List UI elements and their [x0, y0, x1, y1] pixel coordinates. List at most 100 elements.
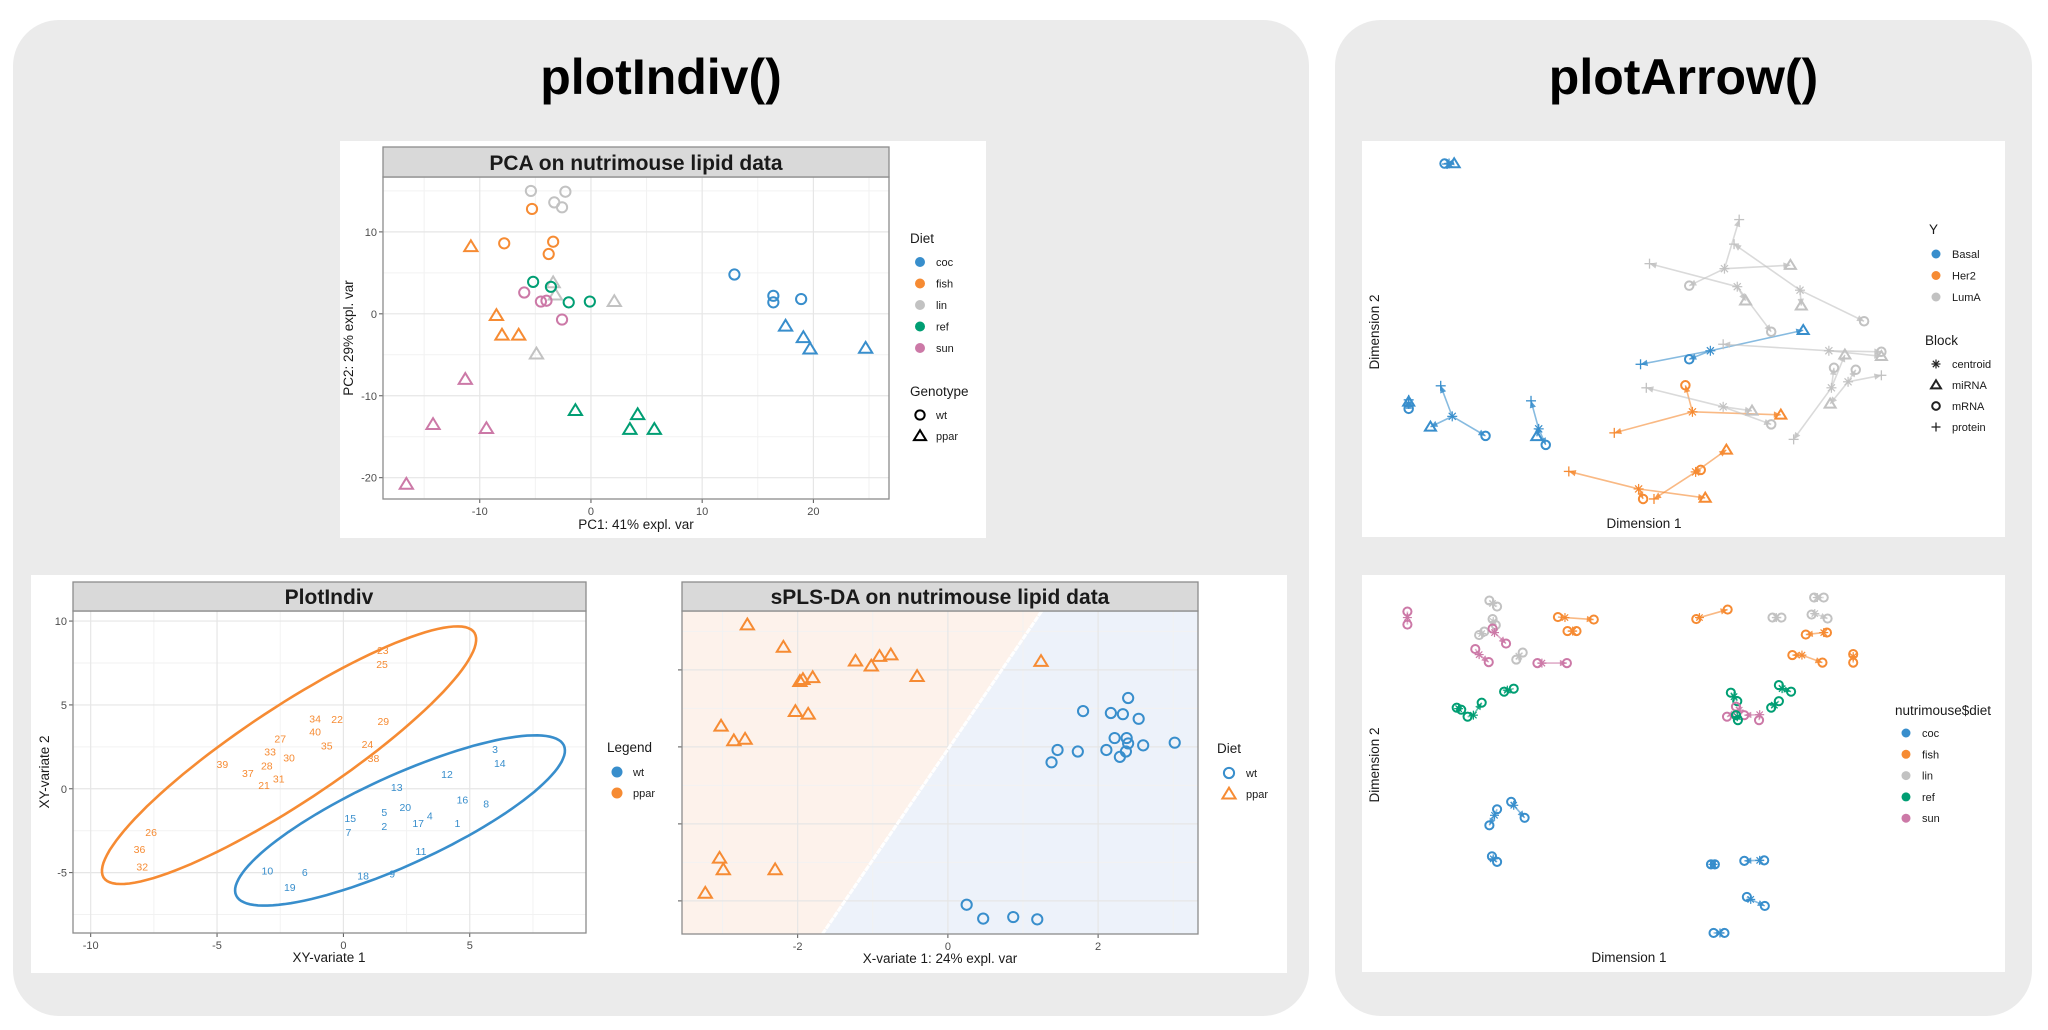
sample-arrows-coc [1506, 796, 1530, 823]
y-tick-label: -5 [57, 868, 67, 880]
asterisk-stroke [1503, 686, 1511, 694]
legend-title-diet: Diet [910, 231, 934, 246]
centroid-point [1444, 158, 1455, 169]
data-point-wt [1104, 706, 1117, 720]
asterisk-stroke [1827, 383, 1836, 392]
centroid-point [1454, 704, 1464, 714]
data-point-coc-ppar [777, 317, 794, 332]
data-point-wt [1120, 731, 1133, 745]
data-point-ref-wt [544, 280, 558, 293]
legend-key-coc [915, 257, 925, 267]
legend-label-ref: ref [1922, 792, 1936, 804]
sample-arrows-fish [1691, 604, 1733, 625]
data-point-wt [1113, 750, 1126, 764]
sample-arrows-LumA [1729, 239, 1870, 327]
legend-key-centroid [1931, 359, 1941, 369]
legend-key-ref [915, 321, 925, 332]
data-point-ppar [847, 652, 864, 667]
sample-arrows-lin [1484, 595, 1503, 612]
arrow-bottom-chart: nutrimouse$diet coc fish lin ref sun [1402, 592, 1991, 939]
block-point-protein [1609, 427, 1620, 438]
asterisk-stroke [1510, 801, 1518, 809]
legend-key-fish [1901, 749, 1911, 759]
sample-arrows-fish [1848, 649, 1859, 668]
data-point-coc-wt [767, 296, 780, 309]
block-point [1476, 697, 1487, 708]
legend-key-wt [1222, 766, 1236, 780]
data-point-lin-wt [524, 184, 538, 198]
legend-key-lin [1901, 771, 1911, 781]
splsda-xlabel: X-variate 1: 24% expl. var [863, 951, 1018, 966]
data-point-ppar [794, 671, 812, 686]
confidence-ellipse-ppar [100, 625, 478, 886]
sample-label-wt: 14 [494, 758, 506, 770]
data-point-wt [1137, 739, 1150, 752]
block-point-protein [1729, 239, 1740, 250]
plotarrow-heading: plotArrow() [1548, 49, 1819, 105]
arrow-head [1498, 636, 1507, 644]
data-point-wt [1100, 743, 1113, 757]
asterisk-stroke [1515, 652, 1523, 660]
sample-label-ppar: 31 [273, 774, 285, 786]
asterisk-stroke [1403, 613, 1412, 622]
block-point-mRNA [1765, 326, 1777, 337]
sample-label-ppar: 36 [134, 844, 146, 856]
block-point-miRNA [1423, 419, 1438, 432]
arrow-line-protein [1792, 387, 1833, 440]
decision-boundary [821, 610, 1044, 935]
block-point [1588, 614, 1599, 625]
centroid-point [1848, 652, 1858, 662]
x-tick-label: -2 [793, 941, 803, 953]
centroid-point [1687, 406, 1698, 417]
block-point-protein [1648, 493, 1659, 504]
sample-label-ppar: 23 [377, 645, 389, 657]
asterisk-stroke [1534, 424, 1543, 433]
data-point-ref-wt [583, 295, 596, 308]
sample-label-wt: 5 [381, 807, 387, 819]
sample-arrows-Her2 [1609, 380, 1789, 438]
legend-key-ppar [912, 428, 928, 442]
data-point-sun-ppar [424, 416, 442, 430]
sample-arrows-ref [1773, 680, 1797, 697]
arrow-line-mRNA [1722, 406, 1772, 426]
arrow-line-miRNA [1638, 488, 1706, 499]
legend-key-miRNA [1929, 378, 1943, 390]
centroid-point [1537, 658, 1547, 668]
sample-label-wt: 16 [457, 795, 469, 807]
data-point-sun-wt [540, 294, 553, 307]
sample-arrows-ref [1462, 697, 1487, 722]
asterisk-stroke [1490, 811, 1499, 819]
centroid-point [1755, 855, 1765, 865]
legend-label-lin: lin [1922, 771, 1933, 783]
legend-label-fish: fish [936, 279, 953, 291]
asterisk-stroke [1455, 705, 1463, 713]
legend-label-ppar: ppar [936, 431, 958, 443]
centroid-point [1694, 613, 1704, 623]
data-point-sun-ppar [478, 420, 495, 435]
sample-arrows-LumA [1718, 339, 1889, 362]
data-point-ref-ppar [645, 421, 663, 435]
sample-label-ppar: 28 [261, 761, 273, 773]
data-point-sun-ppar [397, 476, 415, 490]
block-point-mRNA [1828, 362, 1840, 374]
centroid-point [1502, 685, 1512, 695]
block-point [1766, 702, 1777, 713]
asterisk-stroke [1709, 860, 1717, 868]
block-point-protein [1641, 382, 1652, 393]
data-point-ref-ppar [621, 421, 639, 435]
legend-label-miRNA: miRNA [1952, 380, 1987, 392]
legend-key-coc [1901, 728, 1911, 738]
sample-arrows-coc [1705, 859, 1720, 870]
block-point [1470, 644, 1481, 655]
centroid-point [1771, 613, 1781, 623]
asterisk-stroke [1448, 412, 1457, 421]
block-point-mRNA [1850, 364, 1862, 376]
data-point-lin-wt [555, 201, 569, 214]
sample-label-ppar: 30 [283, 753, 295, 765]
y-tick-label: 10 [365, 227, 377, 239]
centroid-point [1777, 684, 1787, 694]
arrow-head [1653, 492, 1662, 499]
centroid-point [1715, 928, 1725, 938]
